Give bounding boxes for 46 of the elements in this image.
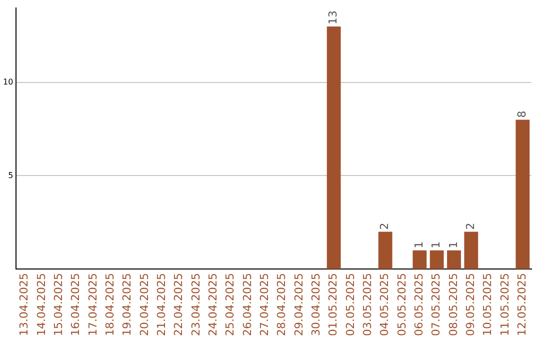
x-tick-label: 06.05.2025 [412,273,426,336]
x-tick-label: 13.04.2025 [18,273,31,336]
x-tick-label: 17.04.2025 [86,273,100,336]
x-tick-label: 05.05.2025 [395,273,408,336]
x-tick-label: 23.04.2025 [189,273,202,336]
bar [378,232,392,270]
bar [447,250,461,270]
data-label: 1 [446,241,460,248]
x-tick-label: 30.04.2025 [309,273,322,336]
x-tick-label: 14.04.2025 [34,273,48,336]
x-tick-label: 03.05.2025 [361,273,374,336]
y-tick-label: 10 [2,78,14,87]
data-label: 13 [326,10,340,24]
x-tick-label: 16.04.2025 [69,273,82,336]
x-tick-label: 28.04.2025 [275,273,288,336]
x-tick-label: 29.04.2025 [292,273,306,336]
x-tick-label: 24.04.2025 [206,273,220,336]
data-label: 2 [464,222,478,230]
y-tick-label: 5 [8,170,14,180]
x-tick-label: 20.04.2025 [138,273,151,336]
x-tick-label: 18.04.2025 [103,273,116,336]
x-tick-label: 26.04.2025 [240,273,254,336]
data-label: 1 [412,241,426,248]
x-tick-label: 08.05.2025 [446,273,460,336]
bar [464,232,478,270]
x-tick-label: 22.04.2025 [172,273,186,336]
bar [430,250,444,270]
x-tick-label: 15.04.2025 [52,273,65,336]
x-tick-label: 19.04.2025 [120,273,134,336]
x-tick-label: 02.05.2025 [344,273,357,336]
bar [516,120,530,270]
x-tick-label: 01.05.2025 [326,273,340,336]
data-label: 8 [516,110,529,118]
x-tick-label: 10.05.2025 [481,273,494,336]
x-tick-label: 21.04.2025 [154,273,168,336]
x-tick-label: 11.05.2025 [498,273,512,336]
x-tick-label: 27.04.2025 [258,273,271,336]
x-tick-label: 09.05.2025 [464,273,478,336]
x-tick-label: 25.04.2025 [224,273,237,336]
bar [412,250,427,270]
x-tick-label: 12.05.2025 [516,273,529,336]
x-tick-label: 04.05.2025 [378,273,392,336]
x-tick-label: 07.05.2025 [430,273,443,336]
bar [326,26,341,270]
data-label: 1 [430,241,443,248]
data-label: 2 [378,222,392,230]
